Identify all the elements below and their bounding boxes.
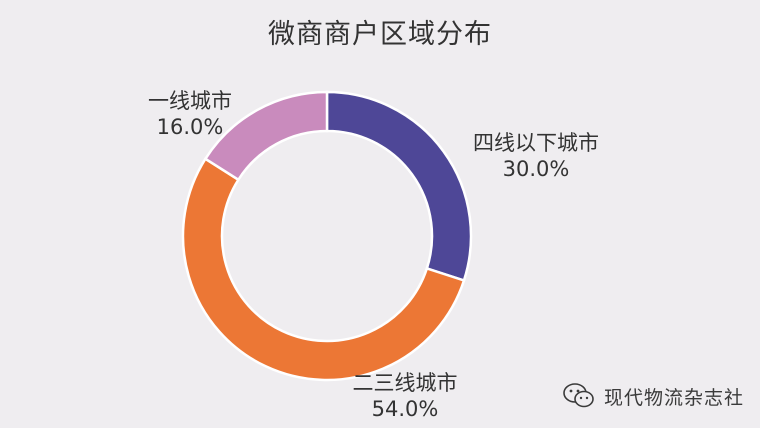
slice-name: 一线城市: [148, 89, 232, 113]
slice-value: 30.0%: [502, 157, 570, 181]
slice-value: 16.0%: [156, 115, 224, 139]
chart-title: 微商商户区域分布: [268, 19, 492, 50]
slice-label-first-tier: 一线城市 16.0%: [130, 88, 250, 140]
slice-value: 54.0%: [371, 397, 439, 421]
slice-name: 四线以下城市: [473, 131, 599, 155]
slice-second-third-tier: [181, 157, 466, 382]
watermark: 现代物流杂志社: [562, 380, 744, 412]
watermark-text: 现代物流杂志社: [604, 386, 745, 409]
slice-label-fourth-tier: 四线以下城市 30.0%: [456, 130, 616, 182]
wechat-icon: [563, 383, 594, 408]
slice-name: 二三线城市: [352, 371, 458, 395]
slice-fourth-tier: [325, 90, 473, 283]
slice-label-second-third-tier: 二三线城市 54.0%: [330, 370, 480, 422]
slice-first-tier: [203, 90, 329, 182]
